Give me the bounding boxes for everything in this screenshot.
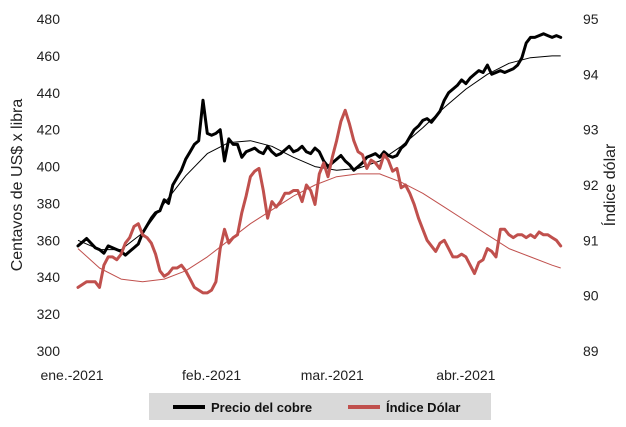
legend-label-indice-dolar: Índice Dólar	[386, 400, 460, 415]
left-tick-label: 340	[37, 269, 61, 285]
right-axis-title: Índice dólar	[600, 143, 619, 226]
right-tick-label: 93	[583, 122, 599, 138]
left-tick-label: 420	[37, 122, 61, 138]
trendline-indice-dolar	[78, 174, 561, 282]
right-tick-label: 94	[583, 66, 599, 82]
left-tick-label: 400	[37, 159, 61, 175]
right-tick-label: 95	[583, 11, 599, 27]
series-layer	[78, 34, 561, 293]
x-tick-label: feb.-2021	[182, 367, 241, 383]
left-tick-label: 460	[37, 48, 61, 64]
x-tick-label: abr.-2021	[436, 367, 495, 383]
left-axis-title: Centavos de US$ x libra	[9, 99, 26, 272]
legend: Precio del cobre Índice Dólar	[149, 393, 491, 420]
x-tick-label: ene.-2021	[40, 367, 103, 383]
series-line-indice-dolar	[78, 110, 561, 293]
series-line-precio-del-cobre	[78, 34, 561, 255]
left-tick-label: 360	[37, 232, 61, 248]
left-tick-label: 320	[37, 306, 61, 322]
right-tick-label: 91	[583, 232, 599, 248]
left-tick-label: 480	[37, 11, 61, 27]
right-tick-label: 92	[583, 177, 599, 193]
x-tick-label: mar.-2021	[301, 367, 364, 383]
x-axis-ticks: ene.-2021 feb.-2021 mar.-2021 abr.-2021	[40, 367, 495, 383]
legend-label-precio-del-cobre: Precio del cobre	[211, 400, 312, 415]
left-tick-label: 440	[37, 85, 61, 101]
right-axis-ticks: 89 90 91 92 93 94 95	[583, 11, 599, 359]
right-tick-label: 90	[583, 288, 599, 304]
right-tick-label: 89	[583, 343, 599, 359]
left-tick-label: 300	[37, 343, 61, 359]
left-tick-label: 380	[37, 195, 61, 211]
left-axis-ticks: 300 320 340 360 380 400 420 440 460 480	[37, 11, 61, 359]
